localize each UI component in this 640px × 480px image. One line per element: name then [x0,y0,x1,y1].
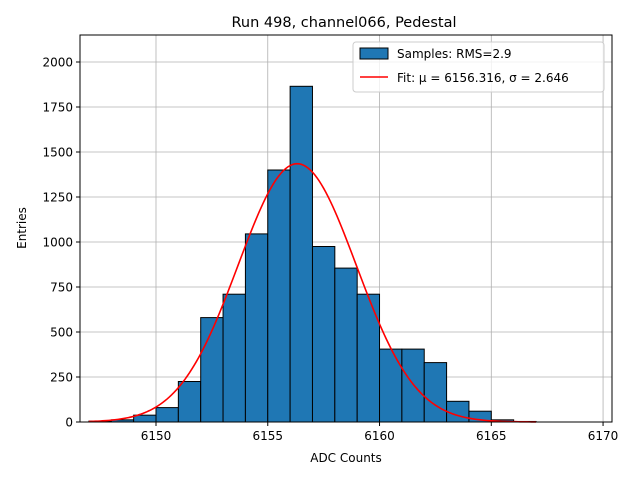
x-axis-ticks: 6150 6155 6160 6165 6170 [141,422,619,443]
plot-frame [79,34,613,423]
histogram-bar [200,317,224,423]
histogram-bar [334,267,358,423]
x-tick-label: 6165 [476,429,507,443]
histogram-bar [401,348,425,423]
y-tick-label: 1500 [42,146,73,160]
x-tick-label: 6155 [252,429,283,443]
histogram-bar [446,400,470,423]
histogram-bar [311,246,336,423]
legend-box [352,41,605,93]
y-axis-label: Entries [15,207,29,249]
histogram-bar [155,407,179,423]
legend-samples-swatch [359,47,389,60]
y-tick-label: 1250 [42,191,73,205]
y-tick-label: 500 [50,326,73,340]
y-tick-label: 2000 [42,56,73,70]
histogram-bar [379,348,403,423]
legend: Samples: RMS=2.9 Fit: μ = 6156.316, σ = … [352,41,605,93]
grid [80,35,612,423]
x-tick-label: 6170 [588,429,619,443]
histogram-bar [222,293,246,423]
x-tick-label: 6150 [141,429,172,443]
y-tick-label: 250 [50,371,73,385]
y-tick-label: 0 [65,416,73,430]
y-tick-label: 1750 [42,101,73,115]
y-tick-label: 1000 [42,236,73,250]
legend-fit-label: Fit: μ = 6156.316, σ = 2.646 [397,71,569,85]
histogram-bar [244,233,269,423]
histogram-bars [88,85,537,423]
histogram-bar [356,293,381,423]
histogram-bar [289,85,313,423]
histogram-bar [423,362,448,423]
y-axis-ticks: 0 250 500 750 1000 1250 1500 1750 2000 [42,56,80,430]
legend-samples-label: Samples: RMS=2.9 [397,47,512,61]
histogram-bar [177,381,202,423]
x-tick-label: 6160 [364,429,395,443]
fit-curve [88,162,537,423]
chart-title: Run 498, channel066, Pedestal [231,15,456,31]
histogram-bar [267,169,291,423]
y-tick-label: 750 [50,281,73,295]
x-axis-label: ADC Counts [310,451,382,465]
